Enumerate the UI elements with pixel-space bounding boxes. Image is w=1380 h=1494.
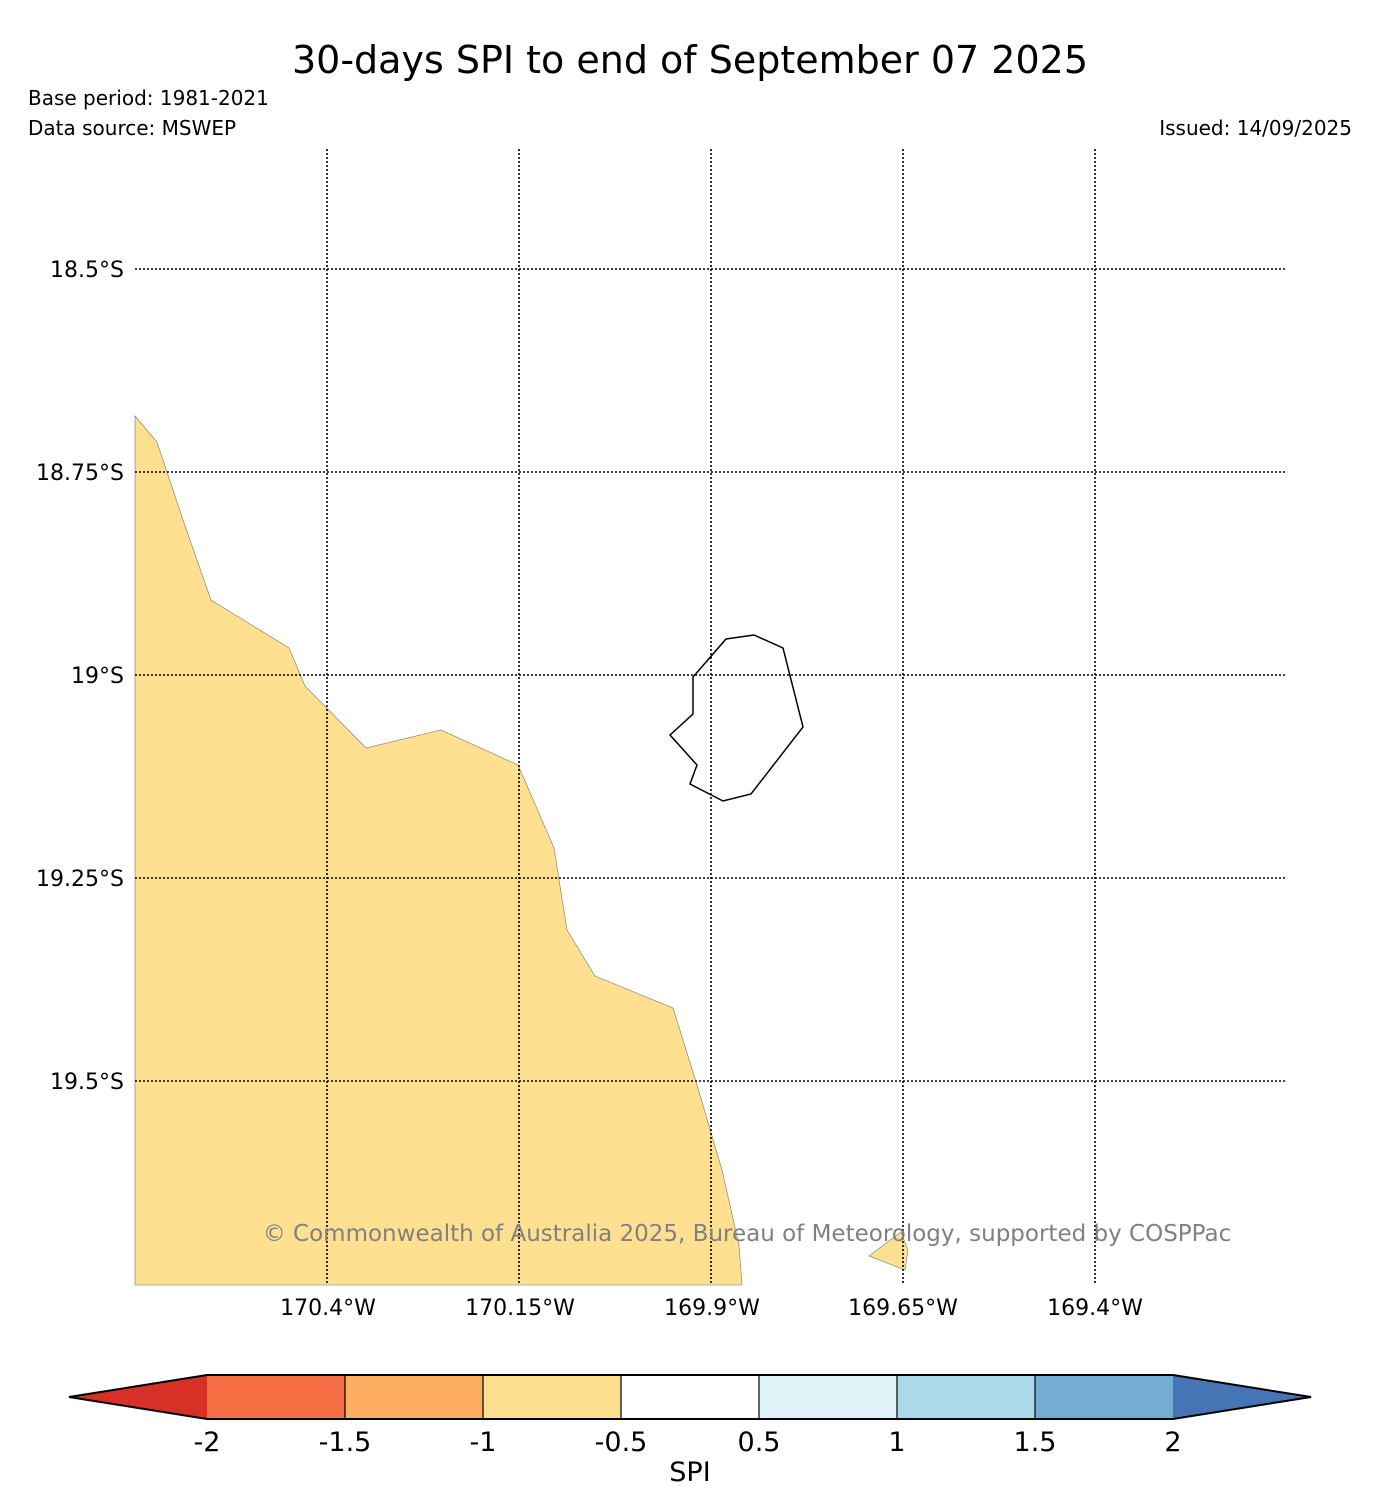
spi-fill-region [134, 415, 743, 1286]
colorbar-segment [759, 1375, 897, 1419]
colorbar-segment [897, 1375, 1035, 1419]
colorbar-extend-high [1173, 1375, 1311, 1419]
colorbar-label: SPI [669, 1457, 710, 1488]
spi-fill-patch [868, 1231, 909, 1271]
colorbar-tick-label: -0.5 [595, 1427, 648, 1458]
colorbar-segment [621, 1375, 759, 1419]
colorbar-segment [483, 1375, 621, 1419]
issued-date-text: Issued: 14/09/2025 [1159, 116, 1352, 140]
lon-label: 170.15°W [465, 1296, 575, 1321]
colorbar-tick-label: -1.5 [319, 1427, 372, 1458]
colorbar-tick-label: 1.5 [1014, 1427, 1057, 1458]
lon-label: 169.9°W [664, 1296, 760, 1321]
island-outline [668, 634, 804, 802]
lat-label: 19.5°S [50, 1070, 124, 1095]
copyright-text: © Commonwealth of Australia 2025, Bureau… [263, 1221, 1232, 1247]
colorbar-tick-label: -2 [194, 1427, 221, 1458]
colorbar-segment [1035, 1375, 1173, 1419]
map-title: 30-days SPI to end of September 07 2025 [291, 38, 1088, 82]
colorbar-tick-label: -1 [470, 1427, 497, 1458]
base-period-text: Base period: 1981-2021 [28, 86, 269, 110]
data-source-text: Data source: MSWEP [28, 116, 237, 140]
lat-label: 19°S [71, 664, 124, 689]
colorbar-tick-label: 1 [888, 1427, 905, 1458]
colorbar-segment [207, 1375, 345, 1419]
graticule [135, 149, 1285, 1285]
lon-label: 169.4°W [1047, 1296, 1143, 1321]
lon-label: 170.4°W [280, 1296, 376, 1321]
lat-label: 19.25°S [36, 867, 124, 892]
colorbar-extend-low [69, 1375, 207, 1419]
colorbar-segment [345, 1375, 483, 1419]
lat-label: 18.5°S [50, 258, 124, 283]
colorbar-tick-label: 2 [1164, 1427, 1181, 1458]
colorbar-outline [68, 1374, 1312, 1420]
lat-label: 18.75°S [36, 461, 124, 486]
colorbar-tick-label: 0.5 [738, 1427, 781, 1458]
colorbar: -2 -1.5 -1 -0.5 0.5 1 1.5 2 SPI [68, 1374, 1312, 1488]
lon-label: 169.65°W [848, 1296, 958, 1321]
